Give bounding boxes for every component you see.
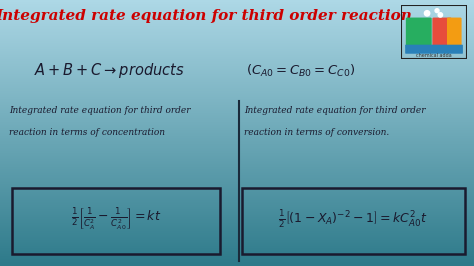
Text: $A + B + C \rightarrow products$: $A + B + C \rightarrow products$	[34, 61, 184, 80]
FancyBboxPatch shape	[432, 18, 452, 49]
Text: Integrated rate equation for third order: Integrated rate equation for third order	[9, 106, 191, 115]
Text: reaction in terms of conversion.: reaction in terms of conversion.	[244, 128, 389, 137]
Text: chemical adda: chemical adda	[416, 53, 452, 58]
Text: reaction in terms of concentration: reaction in terms of concentration	[9, 128, 165, 137]
FancyBboxPatch shape	[406, 18, 432, 49]
FancyBboxPatch shape	[447, 18, 462, 49]
Text: $\frac{1}{2}\left[\frac{1}{C_A^{2}} - \frac{1}{C_{A0}^{2}}\right] = kt$: $\frac{1}{2}\left[\frac{1}{C_A^{2}} - \f…	[71, 207, 161, 232]
Point	[423, 11, 431, 15]
Point	[437, 13, 444, 17]
Text: Integrated rate equation for third order reaction: Integrated rate equation for third order…	[0, 9, 412, 23]
Text: Integrated rate equation for third order: Integrated rate equation for third order	[244, 106, 426, 115]
Text: $\frac{1}{2}\left[(1-X_A)^{-2} - 1\right] = kC_{A0}^{2}t$: $\frac{1}{2}\left[(1-X_A)^{-2} - 1\right…	[278, 209, 428, 230]
FancyBboxPatch shape	[405, 45, 463, 54]
Point	[433, 9, 441, 13]
Text: $(C_{A0} = C_{B0} = C_{C0})$: $(C_{A0} = C_{B0} = C_{C0})$	[246, 63, 356, 78]
